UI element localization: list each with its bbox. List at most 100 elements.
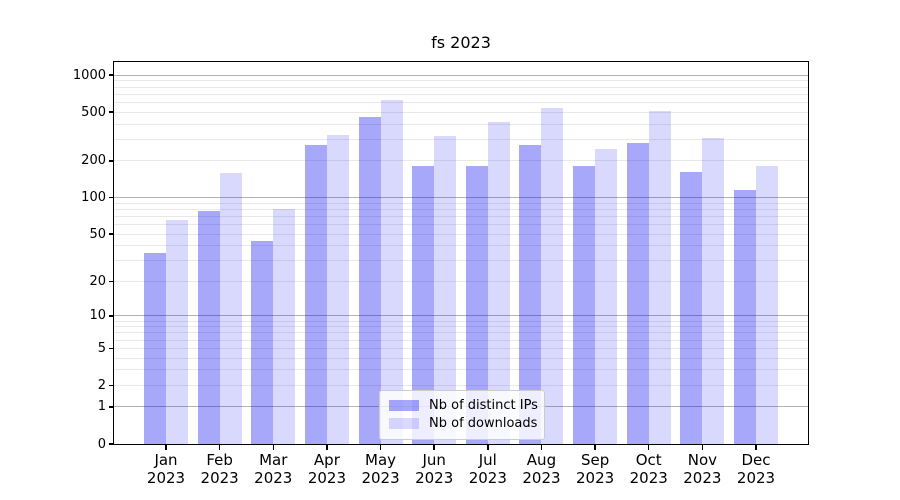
legend-swatch-downloads-icon bbox=[389, 418, 419, 429]
x-axis-tick-label: Feb 2023 bbox=[180, 451, 260, 487]
y-axis-tick-label: 0 bbox=[97, 436, 106, 452]
legend-label-downloads: Nb of downloads bbox=[429, 416, 538, 431]
major-gridline bbox=[114, 315, 808, 317]
x-tick-month: Feb bbox=[206, 451, 233, 469]
x-axis-tick-label: Aug 2023 bbox=[501, 451, 581, 487]
minor-gridline bbox=[114, 202, 808, 204]
bar-nb-of-downloads-jul bbox=[487, 122, 510, 444]
bar-nb-of-downloads-apr bbox=[326, 135, 349, 444]
bar-nb-of-distinct-ips-sep bbox=[573, 165, 596, 444]
y-axis-tick bbox=[108, 443, 114, 445]
minor-gridline bbox=[114, 280, 808, 282]
y-axis-tick-label: 1000 bbox=[72, 67, 106, 83]
bar-nb-of-downloads-mar bbox=[273, 209, 296, 444]
y-axis-tick bbox=[108, 233, 114, 235]
minor-gridline bbox=[114, 384, 808, 386]
minor-gridline bbox=[114, 101, 808, 103]
x-axis-tick-label: Jun 2023 bbox=[394, 451, 474, 487]
bar-nb-of-distinct-ips-oct bbox=[626, 143, 649, 444]
minor-gridline bbox=[114, 224, 808, 226]
x-tick-month: Sep bbox=[580, 451, 610, 469]
bar-nb-of-distinct-ips-feb bbox=[197, 210, 220, 444]
x-axis-tick bbox=[379, 445, 382, 450]
y-axis-tick-label: 500 bbox=[81, 104, 106, 120]
minor-gridline bbox=[114, 123, 808, 125]
minor-gridline bbox=[114, 86, 808, 88]
minor-gridline bbox=[114, 111, 808, 113]
x-tick-month: Jan bbox=[154, 451, 178, 469]
y-axis-tick-label: 200 bbox=[81, 153, 106, 169]
minor-gridline bbox=[114, 215, 808, 217]
minor-gridline bbox=[114, 320, 808, 322]
x-axis-tick-label: May 2023 bbox=[341, 451, 421, 487]
minor-gridline bbox=[114, 332, 808, 334]
bar-nb-of-distinct-ips-jan bbox=[144, 252, 166, 444]
legend: Nb of distinct IPs Nb of downloads bbox=[379, 390, 545, 440]
x-tick-year: 2023 bbox=[200, 469, 239, 487]
x-axis-tick-label: Nov 2023 bbox=[662, 451, 742, 487]
x-axis-tick-label: Apr 2023 bbox=[287, 451, 367, 487]
y-axis-tick bbox=[108, 111, 114, 113]
x-axis-tick bbox=[272, 445, 274, 450]
y-axis-tick-label: 10 bbox=[89, 308, 106, 324]
x-axis-tick bbox=[218, 445, 221, 450]
bar-nb-of-downloads-jan bbox=[166, 220, 188, 444]
minor-gridline bbox=[114, 80, 808, 82]
bar-nb-of-downloads-sep bbox=[595, 149, 618, 444]
x-axis-tick-label: Jul 2023 bbox=[448, 451, 528, 487]
x-axis-tick bbox=[594, 445, 596, 450]
minor-gridline bbox=[114, 339, 808, 341]
x-axis-tick bbox=[755, 445, 757, 450]
x-axis-tick-label: Dec 2023 bbox=[716, 451, 796, 487]
minor-gridline bbox=[114, 369, 808, 371]
legend-label-distinct-ips: Nb of distinct IPs bbox=[429, 398, 538, 413]
x-axis-tick bbox=[701, 445, 704, 450]
bar-nb-of-distinct-ips-nov bbox=[680, 171, 703, 444]
y-axis-tick bbox=[108, 384, 114, 387]
minor-gridline bbox=[114, 326, 808, 328]
x-axis-tick-label: Mar 2023 bbox=[233, 451, 313, 487]
bar-nb-of-distinct-ips-mar bbox=[251, 240, 274, 444]
y-axis-tick bbox=[108, 74, 114, 76]
bar-nb-of-downloads-dec bbox=[756, 166, 778, 444]
x-axis-tick bbox=[326, 445, 328, 450]
bar-nb-of-downloads-nov bbox=[702, 138, 725, 444]
y-axis-tick bbox=[108, 347, 114, 350]
x-tick-month: Apr bbox=[313, 451, 340, 469]
x-tick-year: 2023 bbox=[254, 469, 293, 487]
minor-gridline bbox=[114, 93, 808, 95]
x-tick-year: 2023 bbox=[307, 469, 346, 487]
minor-gridline bbox=[114, 357, 808, 359]
y-axis-tick-label: 20 bbox=[89, 273, 106, 289]
y-axis-tick bbox=[108, 315, 114, 317]
minor-gridline bbox=[114, 260, 808, 262]
y-axis-tick-label: 1 bbox=[97, 399, 106, 415]
x-axis-tick bbox=[648, 445, 650, 450]
y-axis-tick bbox=[108, 280, 114, 283]
legend-item-downloads: Nb of downloads bbox=[389, 415, 538, 432]
x-tick-year: 2023 bbox=[361, 469, 400, 487]
x-axis-tick-label: Oct 2023 bbox=[609, 451, 689, 487]
y-axis-tick bbox=[108, 196, 114, 199]
x-axis-tick-label: Sep 2023 bbox=[555, 451, 635, 487]
bar-nb-of-distinct-ips-aug bbox=[519, 144, 542, 444]
x-tick-month: Oct bbox=[635, 451, 662, 469]
x-axis-tick bbox=[433, 445, 435, 450]
x-tick-year: 2023 bbox=[629, 469, 668, 487]
x-tick-month: Jun bbox=[422, 451, 446, 469]
minor-gridline bbox=[114, 138, 808, 140]
x-axis-tick bbox=[540, 445, 543, 450]
x-tick-year: 2023 bbox=[415, 469, 454, 487]
major-gridline bbox=[114, 197, 808, 199]
y-axis-tick-label: 100 bbox=[81, 190, 106, 206]
x-tick-year: 2023 bbox=[683, 469, 722, 487]
minor-gridline bbox=[114, 208, 808, 210]
bar-nb-of-downloads-jun bbox=[434, 135, 457, 444]
minor-gridline bbox=[114, 245, 808, 247]
x-tick-year: 2023 bbox=[522, 469, 561, 487]
x-tick-year: 2023 bbox=[468, 469, 507, 487]
minor-gridline bbox=[114, 233, 808, 235]
bar-nb-of-distinct-ips-may bbox=[358, 116, 381, 444]
major-gridline bbox=[114, 74, 808, 76]
